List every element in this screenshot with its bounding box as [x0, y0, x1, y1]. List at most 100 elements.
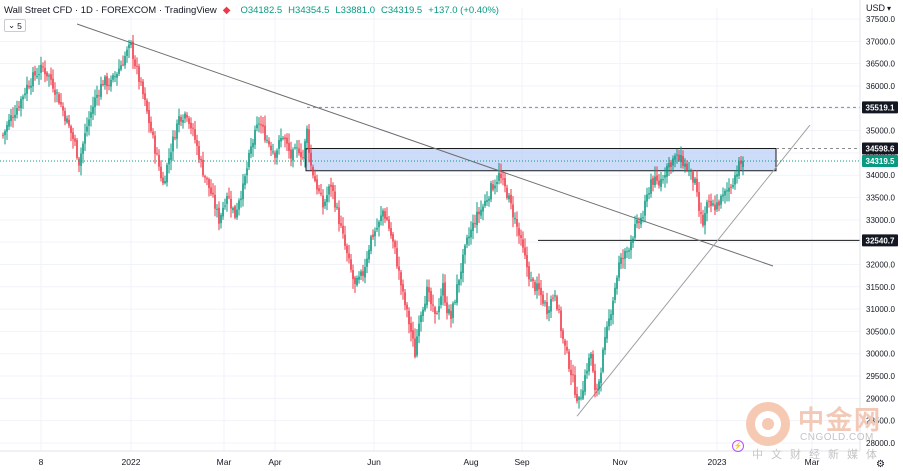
- candle-body: [400, 272, 402, 286]
- candle: [66, 115, 68, 124]
- candle-body: [578, 397, 580, 400]
- candle-body: [664, 175, 666, 178]
- candle: [718, 199, 720, 212]
- price-tag: 34598.6: [862, 142, 898, 155]
- candle-body: [556, 296, 558, 310]
- candle: [82, 141, 84, 164]
- candle-body: [352, 270, 354, 280]
- candle-body: [36, 75, 38, 77]
- candle-body: [146, 100, 148, 112]
- candle: [740, 156, 742, 171]
- candle-body: [142, 81, 144, 95]
- candle-body: [394, 241, 396, 248]
- indicator-badge[interactable]: ⌄ 5: [4, 19, 26, 32]
- candle-body: [682, 156, 684, 166]
- candle: [652, 175, 654, 192]
- candles: [2, 34, 744, 409]
- low-value: L33881.0: [335, 4, 375, 16]
- candle-body: [670, 162, 672, 167]
- candle: [4, 129, 6, 145]
- candle-body: [130, 42, 132, 45]
- lightning-icon[interactable]: ⚡: [732, 440, 744, 452]
- candle: [386, 207, 388, 222]
- open-value: O34182.5: [240, 4, 283, 16]
- candle-body: [310, 152, 312, 166]
- candle: [290, 141, 292, 167]
- price-tick-label: 31500.0: [866, 283, 895, 292]
- candle: [626, 246, 628, 259]
- time-tick-label: Mar: [217, 457, 232, 467]
- candle-body: [222, 207, 224, 217]
- candle: [362, 264, 364, 282]
- candle-body: [256, 124, 258, 129]
- candle-body: [194, 129, 196, 140]
- candle: [426, 279, 428, 309]
- symbol-title[interactable]: Wall Street CFD · 1D · FOREXCOM · Tradin…: [4, 4, 217, 16]
- candle-body: [220, 214, 222, 224]
- flag-icon[interactable]: ◆: [222, 4, 231, 16]
- candle-body: [152, 131, 154, 135]
- candle: [630, 235, 632, 259]
- candle-body: [484, 200, 486, 206]
- candle-body: [470, 229, 472, 238]
- candle-body: [374, 231, 376, 237]
- candle: [458, 278, 460, 293]
- time-axis[interactable]: 8 2022 Mar Apr Jun Aug Sep Nov 2023 Mar: [0, 450, 860, 467]
- candle-body: [174, 137, 176, 139]
- candle: [590, 351, 592, 366]
- candle: [278, 135, 280, 155]
- candle-body: [92, 106, 94, 114]
- watermark-cn: 中金网: [798, 405, 883, 435]
- candle-body: [726, 190, 728, 192]
- candle-body: [612, 300, 614, 315]
- candle-body: [90, 112, 92, 118]
- candle: [174, 130, 176, 141]
- candle-body: [184, 113, 186, 119]
- candle: [98, 89, 100, 106]
- price-tag-label: 34598.6: [866, 144, 895, 153]
- trendline-up: [576, 124, 811, 417]
- candle-body: [336, 206, 338, 208]
- candle-body: [350, 259, 352, 270]
- candle-body: [560, 310, 562, 332]
- candle: [50, 67, 52, 86]
- candle-body: [544, 302, 546, 304]
- candle-body: [324, 201, 326, 206]
- candle: [170, 143, 172, 171]
- candle: [134, 55, 136, 69]
- candle: [260, 115, 262, 134]
- candle: [232, 206, 234, 214]
- candle: [148, 101, 150, 133]
- candle-body: [118, 68, 120, 74]
- candle-body: [476, 211, 478, 226]
- candle: [270, 141, 272, 156]
- candle-body: [368, 249, 370, 260]
- candle: [692, 169, 694, 191]
- candle: [58, 92, 60, 105]
- candle: [274, 150, 276, 165]
- candle-body: [632, 238, 634, 243]
- candle: [284, 134, 286, 148]
- currency-selector[interactable]: USD ▾: [866, 3, 891, 13]
- candle: [140, 77, 142, 87]
- candle: [396, 240, 398, 269]
- candle-body: [236, 209, 238, 218]
- candle: [636, 214, 638, 229]
- candle-body: [562, 330, 564, 340]
- gear-icon[interactable]: ⚙: [876, 459, 885, 470]
- price-axis[interactable]: 37500.037000.036500.036000.035500.035000…: [859, 0, 895, 451]
- candle-body: [80, 153, 82, 166]
- candle-body: [532, 278, 534, 282]
- candle: [606, 321, 608, 343]
- candle-body: [432, 304, 434, 306]
- candle-body: [262, 124, 264, 127]
- candle-body: [218, 207, 220, 224]
- candle: [328, 184, 330, 203]
- candle-body: [180, 116, 182, 122]
- candle: [660, 172, 662, 192]
- candle: [612, 297, 614, 325]
- candle-body: [28, 85, 30, 88]
- candle: [460, 263, 462, 286]
- candle: [28, 80, 30, 90]
